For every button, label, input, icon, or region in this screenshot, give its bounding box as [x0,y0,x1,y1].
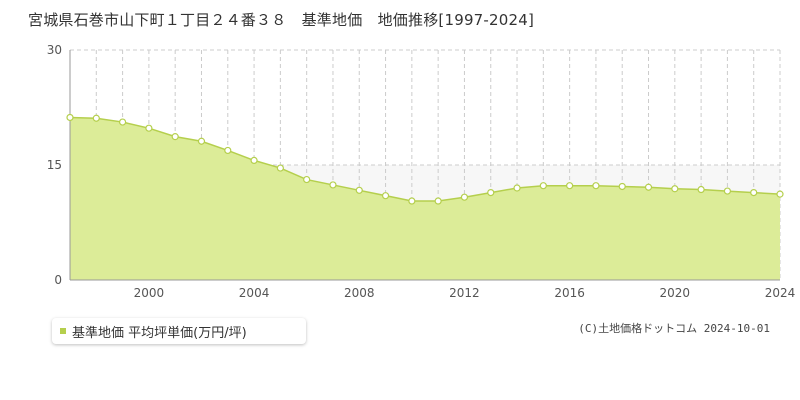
data-point [487,189,495,197]
data-point [118,118,127,126]
legend-marker-icon [60,328,66,334]
data-point [197,137,206,145]
x-tick-label: 2008 [344,286,375,300]
data-point [92,114,100,122]
data-point [276,164,284,172]
copyright: (C)土地価格ドットコム 2024-10-01 [578,322,770,335]
x-tick-label: 2012 [449,286,480,300]
data-point [539,182,547,190]
data-point [66,113,74,122]
series-line [69,116,781,202]
data-point [224,146,232,155]
chart-title: 宮城県石巻市山下町１丁目２４番３８ 基準地価 地価推移[1997-2024] [28,11,535,29]
x-tick-label: 2004 [239,286,270,300]
x-tick-label: 2024 [765,286,796,300]
data-points [66,113,784,205]
data-point [171,133,179,141]
axes [69,50,780,281]
data-point [381,192,390,200]
data-point [408,197,416,205]
y-tick-label: 30 [47,43,62,57]
data-point [618,182,626,191]
y-tick-label: 15 [47,158,62,172]
area-layer [69,116,781,280]
data-point [776,190,784,198]
data-point [750,189,758,197]
data-point [644,183,653,191]
data-point [329,181,337,189]
legend-label: 基準地価 平均坪単価(万円/坪) [72,325,247,341]
data-point [145,124,153,132]
data-point [513,184,521,192]
data-point [723,187,732,195]
data-point [303,175,311,184]
legend[interactable]: 基準地価 平均坪単価(万円/坪) [52,318,306,344]
data-point [434,197,442,205]
x-tick-label: 2020 [660,286,691,300]
data-point [460,193,469,201]
data-point [355,186,363,194]
y-tick-label: 0 [54,273,62,287]
data-point [697,185,705,194]
data-point [671,185,679,193]
tick-labels: 0 15 30 2000 2004 2008 2012 2016 2020 2024 [47,43,796,300]
data-point [566,182,574,190]
x-tick-label: 2000 [134,286,165,300]
data-point [250,156,258,164]
data-point [592,182,600,190]
x-tick-label: 2016 [554,286,585,300]
